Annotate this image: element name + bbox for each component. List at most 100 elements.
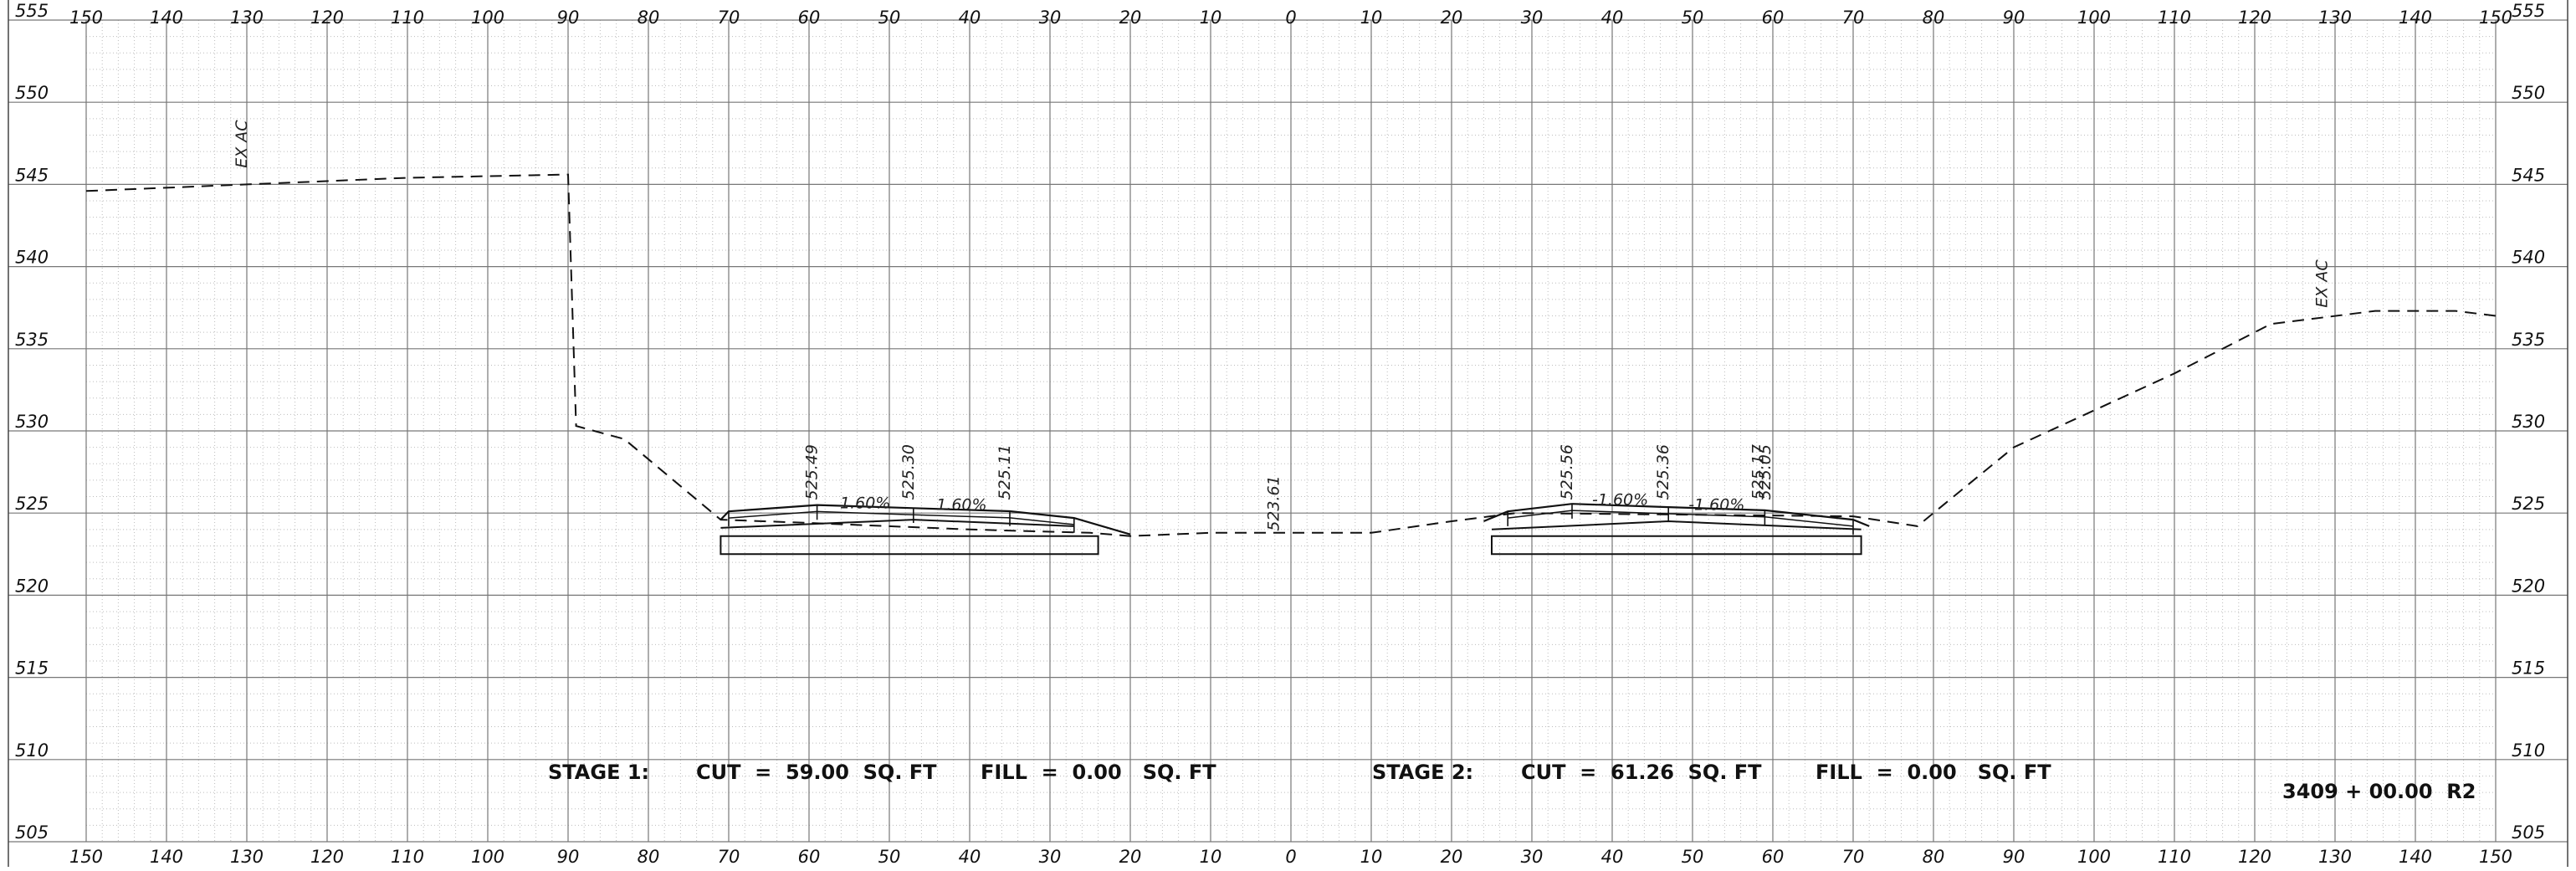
stage2-fill: FILL = 0.00 SQ. FT bbox=[1815, 761, 2051, 784]
x-tick-label-top: 80 bbox=[1923, 8, 1945, 28]
x-tick-label-top: 90 bbox=[557, 8, 580, 28]
y-tick-label-left: 535 bbox=[15, 330, 49, 350]
x-tick-label-top: 10 bbox=[1200, 8, 1222, 28]
x-tick-label-top: 20 bbox=[1119, 8, 1142, 28]
x-tick-label-bottom: 80 bbox=[638, 847, 660, 867]
elevation-label: 525.17 bbox=[1749, 444, 1767, 500]
y-tick-label-left: 510 bbox=[15, 740, 49, 761]
y-tick-label-left: 525 bbox=[15, 494, 49, 514]
y-tick-label-left: 505 bbox=[15, 822, 49, 843]
y-tick-label-left: 520 bbox=[15, 576, 49, 596]
x-tick-label-top: 120 bbox=[310, 8, 344, 28]
slope-label: 1.60% bbox=[936, 495, 986, 514]
y-tick-label-right: 525 bbox=[2512, 494, 2545, 514]
y-tick-label-right: 550 bbox=[2512, 83, 2545, 103]
x-tick-label-bottom: 60 bbox=[1762, 847, 1785, 867]
x-tick-label-bottom: 110 bbox=[2158, 847, 2191, 867]
x-tick-label-top: 70 bbox=[718, 8, 740, 28]
x-tick-label-top: 100 bbox=[2077, 8, 2111, 28]
x-tick-label-bottom: 40 bbox=[1601, 847, 1624, 867]
elevation-label: 525.56 bbox=[1558, 444, 1576, 500]
x-tick-label-top: 40 bbox=[1601, 8, 1624, 28]
x-tick-label-top: 140 bbox=[150, 8, 183, 28]
y-tick-label-right: 510 bbox=[2512, 740, 2545, 761]
y-tick-label-right: 520 bbox=[2512, 576, 2545, 596]
x-tick-label-top: 130 bbox=[2318, 8, 2352, 28]
x-tick-label-top: 140 bbox=[2399, 8, 2432, 28]
y-tick-label-left: 530 bbox=[15, 412, 49, 432]
stage2-label: STAGE 2: bbox=[1372, 761, 1473, 784]
x-tick-label-bottom: 130 bbox=[2318, 847, 2352, 867]
y-tick-label-right: 530 bbox=[2512, 412, 2545, 432]
x-tick-label-top: 110 bbox=[2158, 8, 2191, 28]
elevation-label: 525.49 bbox=[803, 444, 822, 500]
grid-layer bbox=[8, 0, 2568, 867]
stage1-cut: CUT = 59.00 SQ. FT bbox=[696, 761, 937, 784]
x-tick-label-bottom: 150 bbox=[2479, 847, 2512, 867]
x-tick-label-top: 90 bbox=[2003, 8, 2025, 28]
x-tick-label-bottom: 90 bbox=[2003, 847, 2025, 867]
x-tick-label-bottom: 150 bbox=[69, 847, 103, 867]
elevation-label: 525.36 bbox=[1654, 444, 1672, 500]
y-tick-label-left: 545 bbox=[15, 165, 49, 185]
x-tick-label-top: 30 bbox=[1039, 8, 1062, 28]
y-tick-label-right: 515 bbox=[2512, 658, 2545, 679]
x-tick-label-top: 120 bbox=[2238, 8, 2271, 28]
x-tick-label-bottom: 70 bbox=[1842, 847, 1865, 867]
x-tick-label-top: 20 bbox=[1441, 8, 1463, 28]
stage2-base-course bbox=[1491, 535, 1862, 556]
x-tick-label-bottom: 140 bbox=[2399, 847, 2432, 867]
x-tick-label-bottom: 140 bbox=[150, 847, 183, 867]
y-tick-label-right: 540 bbox=[2512, 248, 2545, 268]
existing-ground-line bbox=[85, 173, 2497, 537]
stage2-cut: CUT = 61.26 SQ. FT bbox=[1521, 761, 1762, 784]
summary-block: STAGE 1: CUT = 59.00 SQ. FT FILL = 0.00 … bbox=[548, 761, 2476, 803]
x-tick-label-bottom: 30 bbox=[1039, 847, 1062, 867]
y-tick-label-right: 535 bbox=[2512, 330, 2545, 350]
x-tick-label-bottom: 10 bbox=[1200, 847, 1222, 867]
x-tick-label-top: 110 bbox=[391, 8, 424, 28]
stage1-label: STAGE 1: bbox=[548, 761, 649, 784]
x-tick-label-bottom: 80 bbox=[1923, 847, 1945, 867]
x-tick-label-bottom: 30 bbox=[1521, 847, 1544, 867]
x-tick-label-bottom: 120 bbox=[310, 847, 344, 867]
y-tick-label-left: 540 bbox=[15, 248, 49, 268]
station-label: 3409 + 00.00 R2 bbox=[2282, 780, 2476, 803]
x-tick-label-top: 50 bbox=[878, 8, 901, 28]
y-tick-label-left: 515 bbox=[15, 658, 49, 679]
slope-label: 1.60% bbox=[840, 494, 890, 512]
y-tick-label-left: 550 bbox=[15, 83, 49, 103]
y-tick-label-right: 545 bbox=[2512, 165, 2545, 185]
x-tick-label-bottom: 110 bbox=[391, 847, 424, 867]
x-tick-label-bottom: 130 bbox=[230, 847, 264, 867]
slope-label: -1.60% bbox=[1592, 490, 1648, 509]
x-tick-label-top: 150 bbox=[69, 8, 103, 28]
x-tick-label-bottom: 0 bbox=[1285, 847, 1296, 867]
elevation-label: 525.05 bbox=[1756, 444, 1775, 500]
x-tick-label-top: 60 bbox=[1762, 8, 1785, 28]
x-tick-label-bottom: 40 bbox=[959, 847, 981, 867]
y-tick-label-left: 555 bbox=[15, 1, 49, 21]
elevation-label: 523.61 bbox=[1265, 475, 1283, 530]
elevation-label: 525.11 bbox=[996, 444, 1014, 500]
x-tick-label-bottom: 70 bbox=[718, 847, 740, 867]
x-tick-label-top: 0 bbox=[1285, 8, 1296, 28]
x-tick-label-bottom: 50 bbox=[878, 847, 901, 867]
geometry-layer bbox=[85, 173, 2497, 556]
x-tick-label-bottom: 90 bbox=[557, 847, 580, 867]
elevation-label: 525.30 bbox=[899, 444, 918, 500]
slope-label: -1.60% bbox=[1688, 495, 1744, 514]
x-tick-label-top: 40 bbox=[959, 8, 981, 28]
x-tick-label-top: 30 bbox=[1521, 8, 1544, 28]
y-tick-label-right: 505 bbox=[2512, 822, 2545, 843]
x-tick-label-top: 10 bbox=[1360, 8, 1383, 28]
x-tick-label-bottom: 100 bbox=[2077, 847, 2111, 867]
x-tick-label-bottom: 60 bbox=[798, 847, 821, 867]
x-tick-label-top: 130 bbox=[230, 8, 264, 28]
x-tick-label-bottom: 100 bbox=[471, 847, 504, 867]
stage1-base-course bbox=[720, 535, 1099, 556]
elevation-label: EX AC bbox=[2312, 259, 2331, 308]
stage1-fill: FILL = 0.00 SQ. FT bbox=[981, 761, 1216, 784]
